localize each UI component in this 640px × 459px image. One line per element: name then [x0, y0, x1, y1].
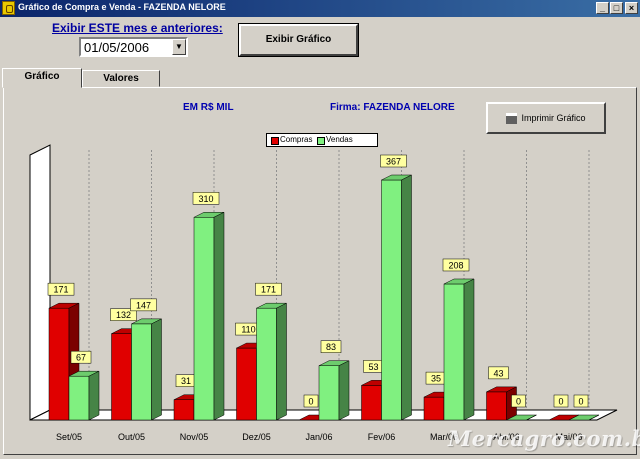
data-label-box — [47, 282, 75, 296]
x-tick-label: Out/05 — [118, 432, 145, 442]
bar-side-vendas — [276, 302, 287, 421]
data-label-box — [442, 258, 470, 272]
x-tick-label: Nov/05 — [180, 432, 209, 442]
data-label: 367 — [386, 157, 401, 167]
chart-legend: Compras Vendas — [266, 133, 378, 147]
bar-compras — [486, 391, 507, 421]
legend-label-vendas: Vendas — [326, 135, 353, 144]
bar-compras — [111, 333, 132, 421]
print-button-label: Imprimir Gráfico — [521, 113, 586, 123]
bar-compras — [173, 399, 195, 421]
bar-side-vendas — [151, 318, 162, 421]
bar-vendas — [131, 323, 152, 421]
data-label-box — [70, 350, 92, 364]
tab-valores[interactable]: Valores — [82, 70, 160, 87]
x-tick-label: Dez/05 — [242, 432, 271, 442]
bar-vendas — [193, 217, 215, 421]
data-label: 83 — [326, 342, 336, 352]
bar-vendas — [381, 179, 402, 421]
legend-label-compras: Compras — [280, 135, 313, 144]
data-label: 171 — [261, 285, 276, 295]
data-label-box — [110, 308, 137, 321]
close-button[interactable]: × — [625, 2, 638, 14]
data-label: 35 — [431, 374, 441, 384]
maximize-button[interactable]: □ — [610, 2, 623, 14]
data-label: 0 — [516, 397, 521, 407]
bar-side-vendas — [338, 360, 350, 421]
data-label-box — [380, 154, 407, 168]
bar-vendas — [318, 365, 340, 421]
bar-side-vendas — [401, 174, 412, 421]
firm-label: Firma: FAZENDA NELORE — [330, 102, 455, 113]
data-label: 53 — [368, 362, 378, 372]
bar-compras — [423, 396, 445, 421]
bar-compras — [361, 385, 382, 421]
data-label-box — [488, 366, 509, 380]
bar-compras — [236, 347, 257, 421]
data-label-box — [192, 192, 220, 205]
chevron-down-icon: ▼ — [175, 42, 183, 51]
date-select[interactable]: 01/05/2006 ▼ — [79, 37, 188, 57]
bar-side-vendas — [526, 414, 537, 421]
data-label-box — [511, 394, 526, 408]
x-tick-label: Mar/06 — [430, 432, 458, 442]
data-label-box — [255, 282, 282, 296]
data-label: 171 — [53, 285, 68, 295]
x-tick-label: Abr/06 — [493, 432, 520, 442]
chart-side-wall — [29, 144, 51, 421]
bar-side-vendas — [88, 370, 100, 421]
data-label: 310 — [198, 194, 213, 204]
data-label-box — [320, 340, 342, 353]
data-label-box — [130, 298, 157, 312]
data-label: 67 — [76, 353, 86, 363]
data-label: 43 — [493, 368, 503, 378]
x-tick-label: Jan/06 — [305, 432, 332, 442]
app-icon — [2, 1, 15, 15]
data-label: 132 — [116, 310, 131, 320]
title-bar: Gráfico de Compra e Venda - FAZENDA NELO… — [0, 0, 640, 17]
period-label: Exibir ESTE mes e anteriores: — [52, 21, 223, 35]
x-tick-label: Mai/06 — [555, 432, 582, 442]
minimize-button[interactable]: _ — [596, 2, 609, 14]
legend-swatch-vendas — [317, 137, 325, 145]
show-chart-button[interactable]: Exibir Gráfico — [238, 23, 359, 57]
x-tick-label: Set/05 — [56, 432, 82, 442]
bar-side-vendas — [463, 278, 475, 421]
data-label-box — [303, 394, 319, 408]
data-label: 110 — [241, 325, 255, 335]
watermark-logo: Mercagro.com.br — [448, 426, 640, 451]
window-title: Gráfico de Compra e Venda - FAZENDA NELO… — [18, 2, 226, 12]
legend-swatch-compras — [271, 137, 279, 145]
data-label: 31 — [181, 376, 191, 386]
printer-icon — [506, 113, 518, 125]
bar-vendas — [256, 307, 277, 421]
print-chart-button[interactable]: Imprimir Gráfico — [486, 102, 606, 134]
data-label: 208 — [448, 260, 463, 270]
bar-vendas — [68, 375, 90, 421]
tab-grafico[interactable]: Gráfico — [2, 68, 82, 88]
x-tick-label: Fev/06 — [368, 432, 396, 442]
bar-side-vendas — [213, 211, 225, 421]
bar-vendas — [443, 283, 465, 421]
data-label-box — [553, 394, 569, 408]
data-label: 0 — [578, 397, 583, 407]
bar-side-vendas — [588, 414, 600, 421]
data-label-box — [573, 394, 589, 408]
units-label: EM R$ MIL — [183, 102, 234, 113]
dropdown-button[interactable]: ▼ — [172, 39, 186, 55]
data-label: 0 — [558, 397, 563, 407]
date-value: 01/05/2006 — [84, 40, 150, 55]
data-label: 0 — [308, 397, 313, 407]
bar-compras — [48, 307, 70, 421]
data-label: 147 — [136, 300, 151, 310]
